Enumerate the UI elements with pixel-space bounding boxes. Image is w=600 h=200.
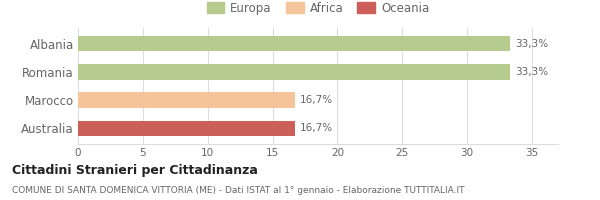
Bar <box>78 36 510 51</box>
Text: 33,3%: 33,3% <box>515 39 548 49</box>
Text: COMUNE DI SANTA DOMENICA VITTORIA (ME) - Dati ISTAT al 1° gennaio - Elaborazione: COMUNE DI SANTA DOMENICA VITTORIA (ME) -… <box>12 186 464 195</box>
Bar <box>78 92 295 108</box>
Bar <box>78 121 295 136</box>
Text: Cittadini Stranieri per Cittadinanza: Cittadini Stranieri per Cittadinanza <box>12 164 258 177</box>
Text: 16,7%: 16,7% <box>300 95 333 105</box>
Bar <box>78 64 510 80</box>
Text: 33,3%: 33,3% <box>515 67 548 77</box>
Legend: Europa, Africa, Oceania: Europa, Africa, Oceania <box>202 0 434 19</box>
Text: 16,7%: 16,7% <box>300 123 333 133</box>
